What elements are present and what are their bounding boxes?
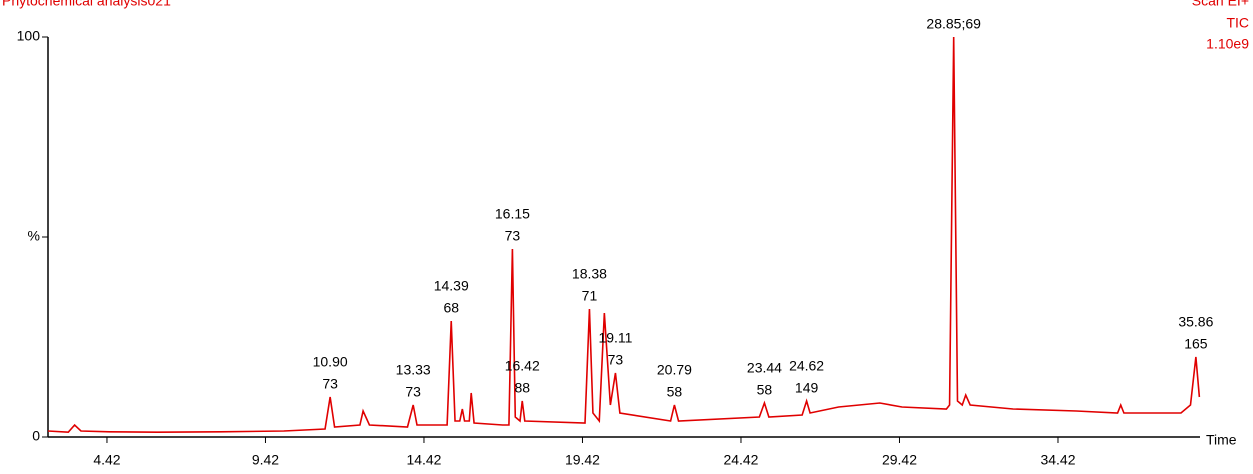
peak-label: 165 xyxy=(1184,336,1208,352)
peak-label: 88 xyxy=(514,380,530,396)
x-tick-label: 24.42 xyxy=(723,452,758,468)
peak-label: 23.44 xyxy=(747,360,782,376)
x-tick-label: 14.42 xyxy=(406,452,441,468)
peak-label: 13.33 xyxy=(396,362,431,378)
x-tick-label: 34.42 xyxy=(1040,452,1075,468)
peak-label: 19.11 xyxy=(598,330,632,346)
peak-label: 16.42 xyxy=(505,358,540,374)
x-tick-label: 29.42 xyxy=(882,452,917,468)
peak-label: 58 xyxy=(667,384,683,400)
peak-label: 73 xyxy=(505,228,521,244)
peak-label: 149 xyxy=(795,380,819,396)
intensity-scale: 1.10e9 xyxy=(1206,36,1249,52)
x-tick-label: 4.42 xyxy=(93,452,120,468)
chart-title: Phytochemical analysis021 xyxy=(2,0,171,9)
peak-label: 28.85;69 xyxy=(926,16,981,32)
peak-label: 10.90 xyxy=(313,354,348,370)
peak-label: 35.86 xyxy=(1178,314,1213,330)
peak-label: 73 xyxy=(322,376,338,392)
peak-label: 71 xyxy=(582,288,598,304)
peak-label: 73 xyxy=(608,352,624,368)
x-tick-label: 19.42 xyxy=(565,452,600,468)
peak-label: 24.62 xyxy=(789,358,824,374)
peak-label: 18.38 xyxy=(572,266,607,282)
chromatogram-trace xyxy=(47,36,1201,434)
scan-mode: Scan EI+ xyxy=(1192,0,1249,9)
trace-type: TIC xyxy=(1226,15,1249,31)
peak-label: 73 xyxy=(405,384,421,400)
y-tick-label: 0 xyxy=(32,428,40,444)
x-axis-label: Time xyxy=(1206,432,1237,448)
peak-label: 20.79 xyxy=(657,362,692,378)
peak-label: 68 xyxy=(443,300,459,316)
peak-label: 16.15 xyxy=(495,206,530,222)
x-tick-label: 9.42 xyxy=(252,452,279,468)
y-tick-label: % xyxy=(28,228,40,244)
peak-label: 14.39 xyxy=(434,278,469,294)
peak-label: 58 xyxy=(757,382,773,398)
y-tick-label: 100 xyxy=(17,28,41,44)
